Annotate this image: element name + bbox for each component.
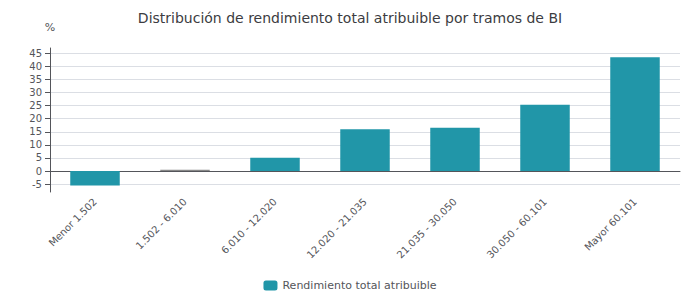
svg-text:-5: -5 bbox=[32, 179, 42, 190]
svg-text:1.502 - 6.010: 1.502 - 6.010 bbox=[134, 196, 189, 251]
svg-text:15: 15 bbox=[29, 126, 42, 137]
svg-text:45: 45 bbox=[29, 48, 42, 59]
svg-text:0: 0 bbox=[36, 166, 42, 177]
svg-text:20: 20 bbox=[29, 113, 42, 124]
svg-text:12.020 - 21.035: 12.020 - 21.035 bbox=[305, 196, 369, 260]
svg-text:40: 40 bbox=[29, 61, 42, 72]
svg-text:Menor 1.502: Menor 1.502 bbox=[47, 196, 99, 248]
svg-text:30: 30 bbox=[29, 87, 42, 98]
svg-text:%: % bbox=[45, 21, 55, 34]
svg-text:10: 10 bbox=[29, 139, 42, 150]
svg-text:6.010 - 12.020: 6.010 - 12.020 bbox=[219, 196, 279, 256]
svg-text:25: 25 bbox=[29, 100, 42, 111]
svg-text:Rendimiento total atribuible: Rendimiento total atribuible bbox=[282, 279, 436, 292]
svg-text:Distribución de rendimiento to: Distribución de rendimiento total atribu… bbox=[138, 10, 562, 26]
svg-text:35: 35 bbox=[29, 74, 42, 85]
svg-text:30.050 - 60.101: 30.050 - 60.101 bbox=[485, 196, 549, 260]
svg-text:5: 5 bbox=[36, 152, 42, 163]
svg-text:21.035 - 30.050: 21.035 - 30.050 bbox=[395, 196, 459, 260]
svg-text:Mayor 60.101: Mayor 60.101 bbox=[582, 196, 639, 253]
